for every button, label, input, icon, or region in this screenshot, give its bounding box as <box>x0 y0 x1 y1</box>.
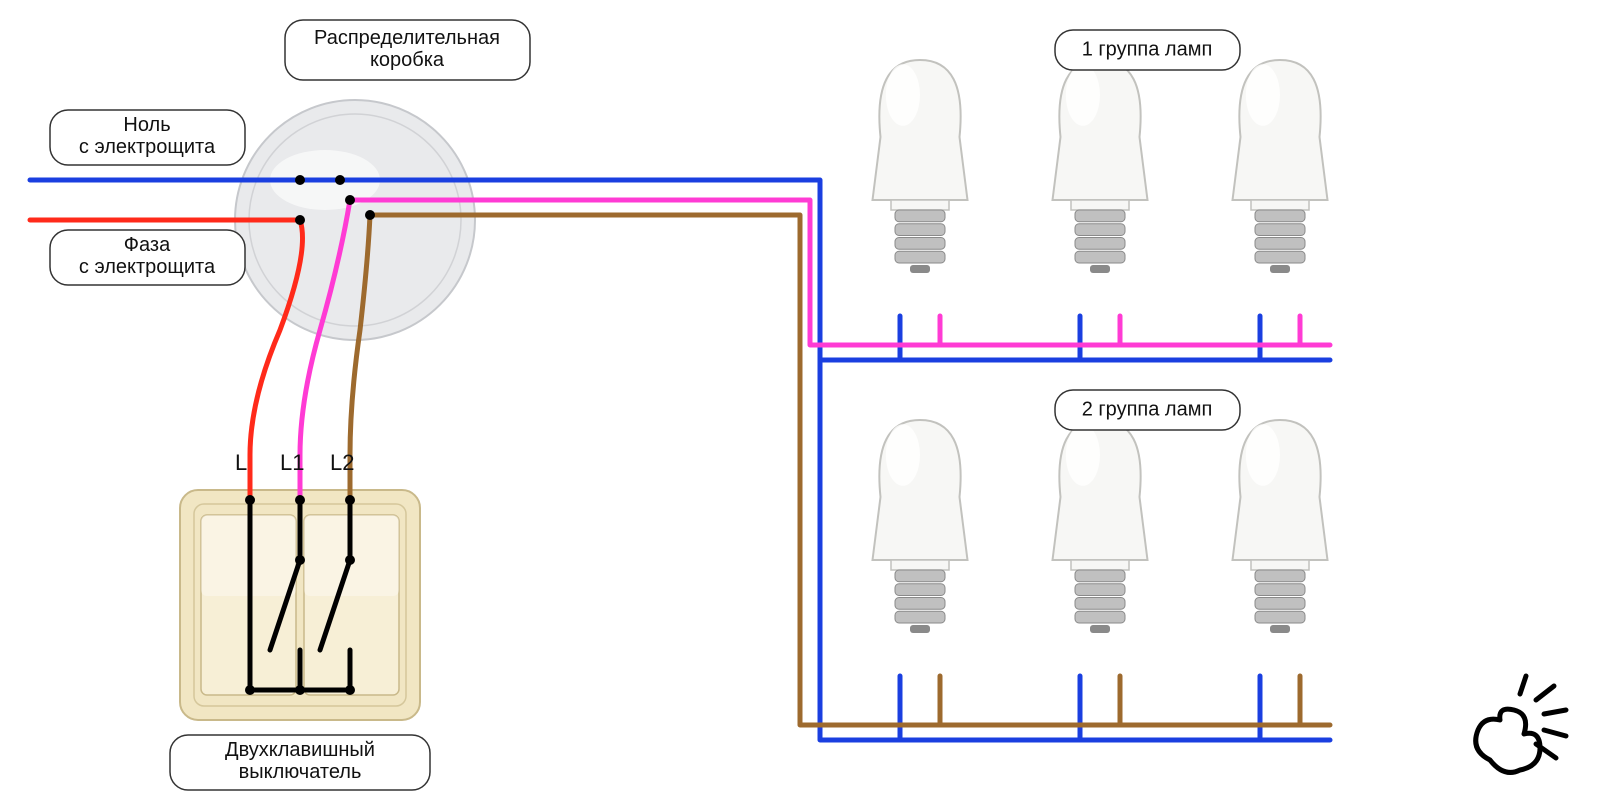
label-junction_box: Распределительнаякоробка <box>285 20 530 80</box>
label-neutral_in: Нольс электрощита <box>50 110 245 165</box>
label-group2: 2 группа ламп <box>1055 390 1240 430</box>
svg-text:Двухклавишныйвыключатель: Двухклавишныйвыключатель <box>225 739 375 783</box>
terminal-L: L <box>235 450 247 475</box>
terminal-L2: L2 <box>330 450 354 475</box>
svg-text:2 группа ламп: 2 группа ламп <box>1082 398 1213 420</box>
label-switch: Двухклавишныйвыключатель <box>170 735 430 790</box>
junction-dot <box>335 175 345 185</box>
terminal-L1: L1 <box>280 450 304 475</box>
label-group1: 1 группа ламп <box>1055 30 1240 70</box>
junction-dot <box>295 215 305 225</box>
svg-text:1 группа ламп: 1 группа ламп <box>1082 38 1213 60</box>
junction-dot <box>365 210 375 220</box>
junction-dot <box>295 175 305 185</box>
wiring-diagram: Распределительнаякоробка Нольс электрощит… <box>0 0 1600 800</box>
label-phase_in: Фазас электрощита <box>50 230 245 285</box>
junction-dot <box>345 195 355 205</box>
